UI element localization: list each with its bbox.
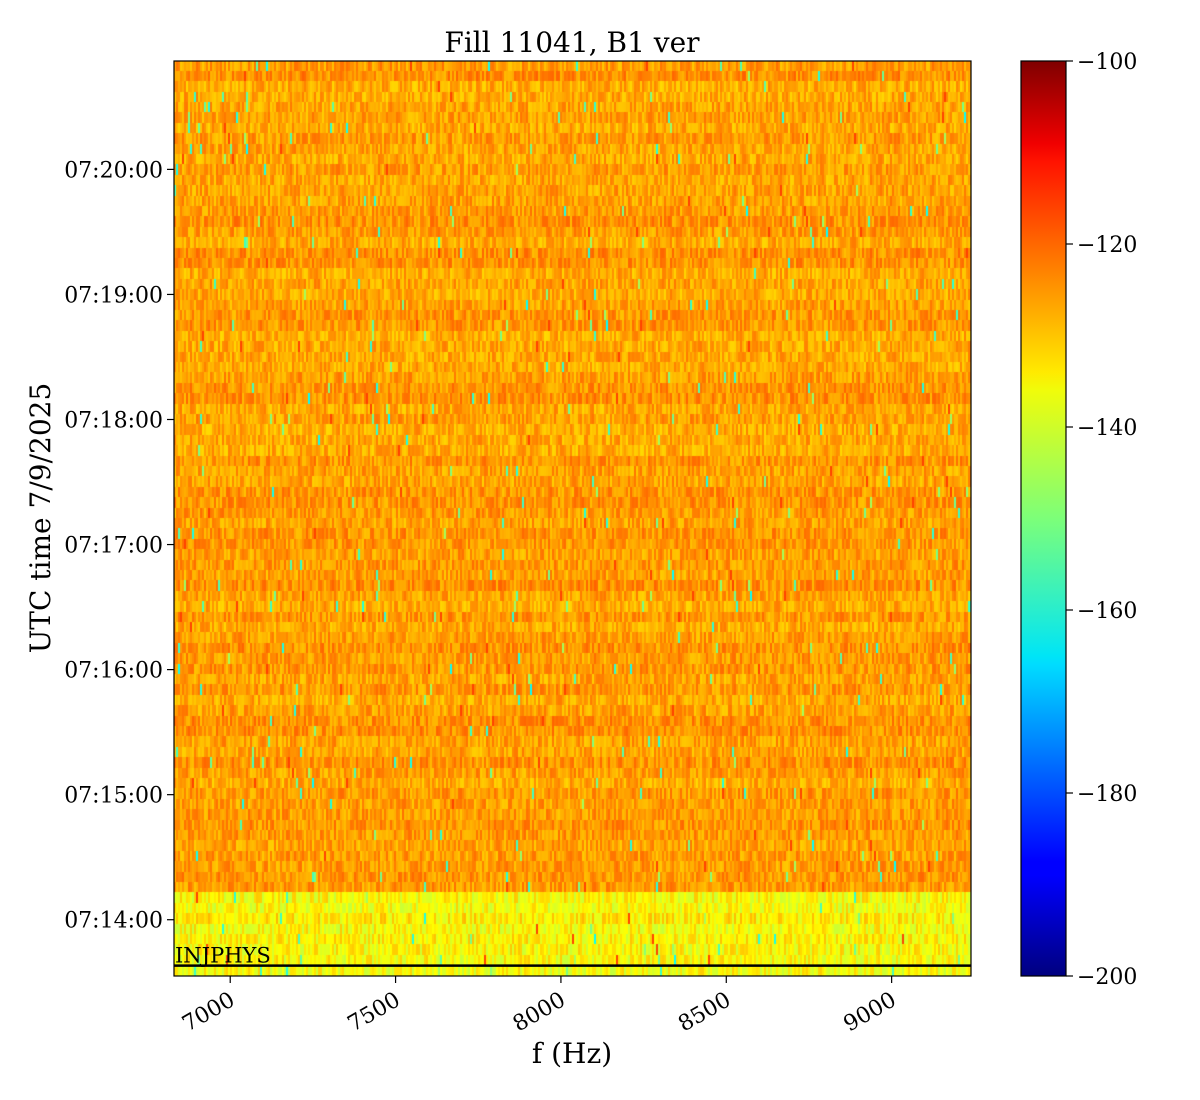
heatmap-plot-area bbox=[174, 61, 971, 976]
y-tick-label: 07:18:00 bbox=[64, 408, 163, 433]
y-tick-label: 07:17:00 bbox=[64, 534, 163, 559]
injphys-annotation-label: INJPHYS bbox=[175, 944, 271, 968]
chart-title: Fill 11041, B1 ver bbox=[444, 26, 700, 59]
y-tick-label: 07:20:00 bbox=[64, 158, 163, 183]
colorbar-tick-label: −200 bbox=[1077, 965, 1137, 990]
x-tick-label: 9000 bbox=[840, 988, 901, 1038]
colorbar-tick-label: −180 bbox=[1077, 782, 1137, 807]
colorbar-tick-label: −160 bbox=[1077, 599, 1137, 624]
colorbar-ticks: −100 −120 −140 −160 −180 −200 bbox=[1066, 50, 1137, 990]
x-tick-label: 7500 bbox=[344, 988, 405, 1038]
y-axis: 07:14:00 07:15:00 07:16:00 07:17:00 07:18:00… bbox=[64, 158, 174, 934]
colorbar-tick-label: −140 bbox=[1077, 416, 1137, 441]
colorbar-tick-label: −100 bbox=[1077, 50, 1137, 75]
y-tick-label: 07:16:00 bbox=[64, 659, 163, 684]
y-axis-label: UTC time 7/9/2025 bbox=[24, 383, 57, 654]
x-tick-label: 8500 bbox=[674, 988, 735, 1038]
y-tick-label: 07:15:00 bbox=[64, 784, 163, 809]
x-axis: 7000 7500 8000 8500 9000 bbox=[178, 976, 901, 1038]
y-tick-label: 07:14:00 bbox=[64, 909, 163, 934]
plot-frame bbox=[173, 60, 972, 977]
colorbar: −100 −120 −140 −160 −180 −200 bbox=[1020, 50, 1137, 990]
colorbar-tick-label: −120 bbox=[1077, 233, 1137, 258]
y-tick-label: 07:19:00 bbox=[64, 283, 163, 308]
x-tick-label: 7000 bbox=[178, 988, 239, 1038]
heatmap-image bbox=[174, 61, 971, 976]
x-axis-label: f (Hz) bbox=[532, 1037, 612, 1070]
x-tick-label: 8000 bbox=[509, 988, 570, 1038]
colorbar-gradient bbox=[1020, 60, 1067, 977]
